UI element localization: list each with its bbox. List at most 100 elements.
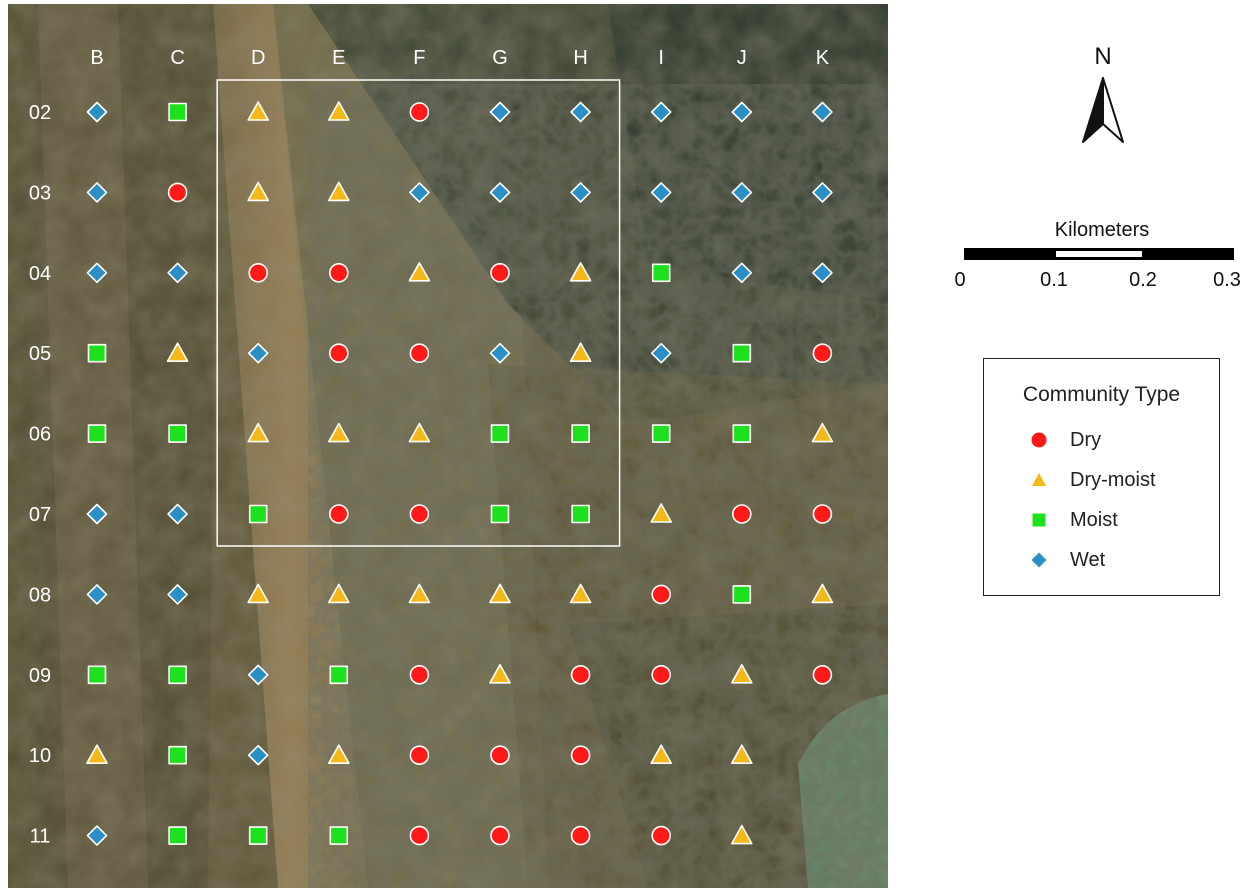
plot-d02-dry-moist-marker[interactable] — [247, 101, 270, 121]
plot-g09-dry-moist-marker[interactable] — [489, 663, 511, 684]
plot-h06-moist-marker[interactable] — [571, 424, 590, 443]
plot-g08-dry-moist-marker[interactable] — [489, 583, 511, 604]
plot-c02-moist-marker[interactable] — [168, 102, 187, 122]
plot-j07-dry-marker[interactable] — [731, 504, 752, 524]
plot-d10-wet-marker[interactable] — [247, 744, 269, 766]
plot-j03-wet-marker[interactable] — [731, 182, 753, 203]
plot-i07-dry-moist-marker[interactable] — [650, 503, 673, 523]
plot-i04-moist-marker[interactable] — [651, 263, 671, 283]
plot-j11-dry-moist-marker[interactable] — [730, 824, 753, 845]
plot-g10-dry-marker[interactable] — [490, 745, 510, 766]
plot-i03-wet-marker[interactable] — [650, 182, 672, 203]
plot-e06-dry-moist-marker[interactable] — [327, 422, 350, 443]
plot-g11-dry-marker[interactable] — [490, 825, 510, 846]
plot-h09-dry-marker[interactable] — [570, 664, 591, 685]
plot-j02-wet-marker[interactable] — [731, 101, 753, 123]
column-label-k: K — [816, 47, 830, 69]
plot-c04-wet-marker[interactable] — [167, 262, 188, 284]
plot-c07-wet-marker[interactable] — [167, 503, 188, 525]
plot-i11-dry-marker[interactable] — [651, 825, 672, 846]
plot-i06-moist-marker[interactable] — [651, 424, 671, 443]
plot-f05-dry-marker[interactable] — [409, 343, 430, 364]
plot-h02-wet-marker[interactable] — [570, 101, 591, 123]
plot-f06-dry-moist-marker[interactable] — [408, 422, 431, 443]
plot-e07-dry-marker[interactable] — [328, 504, 349, 524]
plot-f04-dry-moist-marker[interactable] — [408, 261, 431, 282]
plot-c08-wet-marker[interactable] — [167, 584, 188, 605]
plot-b03-wet-marker[interactable] — [86, 182, 108, 203]
plot-c06-moist-marker[interactable] — [168, 424, 187, 443]
plot-h08-dry-moist-marker[interactable] — [569, 583, 592, 604]
plot-f07-dry-marker[interactable] — [409, 504, 430, 524]
plot-e11-moist-marker[interactable] — [329, 826, 349, 845]
plot-k03-wet-marker[interactable] — [812, 182, 833, 203]
aerial-map[interactable]: B C D E F G H I J K 02 03 04 05 06 07 08 09 10 11 — [8, 4, 888, 888]
plot-d11-moist-marker[interactable] — [248, 826, 268, 845]
plot-g04-dry-marker[interactable] — [490, 262, 510, 283]
plot-b08-wet-marker[interactable] — [86, 584, 108, 605]
plot-b09-moist-marker[interactable] — [87, 665, 107, 685]
plot-g02-wet-marker[interactable] — [489, 101, 511, 123]
plot-j10-dry-moist-marker[interactable] — [730, 744, 753, 765]
plot-h03-wet-marker[interactable] — [570, 182, 591, 203]
plot-b10-dry-moist-marker[interactable] — [86, 744, 108, 765]
plot-f02-dry-marker[interactable] — [409, 102, 430, 122]
plot-i02-wet-marker[interactable] — [650, 101, 672, 123]
plot-k08-dry-moist-marker[interactable] — [811, 583, 834, 604]
plot-j09-dry-moist-marker[interactable] — [730, 663, 753, 684]
plot-h07-moist-marker[interactable] — [571, 504, 590, 524]
plot-k02-wet-marker[interactable] — [812, 101, 833, 123]
plot-e02-dry-moist-marker[interactable] — [327, 101, 350, 121]
plot-e10-dry-moist-marker[interactable] — [327, 744, 350, 765]
plot-e03-dry-moist-marker[interactable] — [327, 181, 350, 202]
plot-c03-dry-marker[interactable] — [167, 182, 188, 203]
plot-f03-wet-marker[interactable] — [409, 182, 430, 203]
plot-d07-moist-marker[interactable] — [248, 504, 268, 524]
plot-b05-moist-marker[interactable] — [87, 343, 107, 363]
plot-j06-moist-marker[interactable] — [732, 424, 752, 443]
plot-g05-wet-marker[interactable] — [489, 342, 511, 364]
plot-k06-dry-moist-marker[interactable] — [811, 422, 834, 443]
plot-k07-dry-marker[interactable] — [812, 504, 833, 524]
plot-g07-moist-marker[interactable] — [490, 504, 510, 524]
plot-j04-wet-marker[interactable] — [731, 262, 753, 284]
plot-i09-dry-marker[interactable] — [651, 664, 672, 685]
plot-f09-dry-marker[interactable] — [409, 664, 430, 685]
plot-c05-dry-moist-marker[interactable] — [166, 342, 189, 363]
plot-e08-dry-moist-marker[interactable] — [327, 583, 350, 604]
plot-i05-wet-marker[interactable] — [650, 342, 672, 364]
plot-f10-dry-marker[interactable] — [409, 745, 430, 766]
plot-f11-dry-marker[interactable] — [409, 825, 430, 846]
plot-b04-wet-marker[interactable] — [86, 262, 108, 284]
plot-b06-moist-marker[interactable] — [87, 424, 107, 443]
plot-e04-dry-marker[interactable] — [328, 262, 349, 283]
plot-d08-dry-moist-marker[interactable] — [247, 583, 270, 604]
plot-c11-moist-marker[interactable] — [168, 826, 187, 845]
plot-h04-dry-moist-marker[interactable] — [569, 261, 592, 282]
plot-k09-dry-marker[interactable] — [812, 664, 833, 685]
plot-i10-dry-moist-marker[interactable] — [650, 744, 673, 765]
plot-c09-moist-marker[interactable] — [168, 665, 187, 685]
plot-d06-dry-moist-marker[interactable] — [247, 422, 270, 443]
plot-d04-dry-marker[interactable] — [248, 262, 268, 283]
plot-d03-dry-moist-marker[interactable] — [247, 181, 270, 202]
plot-d05-wet-marker[interactable] — [247, 342, 269, 364]
plot-h05-dry-moist-marker[interactable] — [569, 342, 592, 363]
plot-j08-moist-marker[interactable] — [732, 585, 752, 604]
plot-k04-wet-marker[interactable] — [812, 262, 833, 284]
plot-b02-wet-marker[interactable] — [86, 101, 108, 123]
plot-g06-moist-marker[interactable] — [490, 424, 510, 443]
plot-e05-dry-marker[interactable] — [328, 343, 349, 364]
plot-h10-dry-marker[interactable] — [570, 745, 591, 766]
plot-b11-wet-marker[interactable] — [86, 825, 108, 846]
plot-b07-wet-marker[interactable] — [86, 503, 108, 525]
plot-f08-dry-moist-marker[interactable] — [408, 583, 431, 604]
plot-h11-dry-marker[interactable] — [570, 825, 591, 846]
plot-i08-dry-marker[interactable] — [651, 584, 672, 605]
plot-g03-wet-marker[interactable] — [489, 182, 511, 203]
plot-c10-moist-marker[interactable] — [168, 745, 187, 765]
plot-k05-dry-marker[interactable] — [812, 343, 833, 364]
plot-e09-moist-marker[interactable] — [329, 665, 349, 685]
plot-d09-wet-marker[interactable] — [247, 664, 269, 686]
plot-j05-moist-marker[interactable] — [732, 343, 752, 363]
